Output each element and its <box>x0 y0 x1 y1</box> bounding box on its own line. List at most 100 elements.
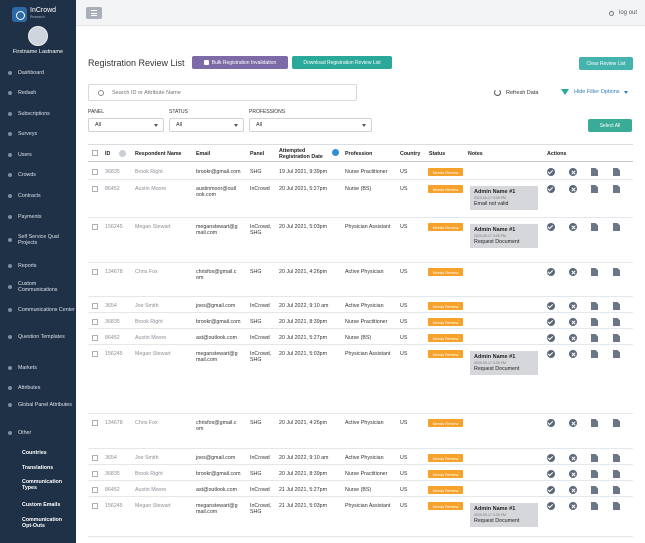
document-icon[interactable] <box>591 454 598 462</box>
reject-icon[interactable] <box>569 419 577 427</box>
sidebar-item[interactable]: Communications Center <box>8 307 75 313</box>
row-checkbox[interactable] <box>92 269 98 275</box>
cell-respondent-name[interactable]: Megan Stewart <box>135 503 171 509</box>
sidebar-item[interactable]: Dashboard <box>8 70 44 76</box>
document-icon[interactable] <box>591 302 598 310</box>
sidebar-item[interactable]: Payments <box>8 214 42 220</box>
row-checkbox[interactable] <box>92 471 98 477</box>
approve-icon[interactable] <box>547 268 555 276</box>
select-all-button[interactable]: Select All <box>588 119 632 132</box>
document-view-icon[interactable] <box>613 350 620 358</box>
column-profession[interactable]: Profession <box>345 151 373 157</box>
approve-icon[interactable] <box>547 334 555 342</box>
approve-icon[interactable] <box>547 454 555 462</box>
sidebar-item[interactable]: Custom Communications <box>8 281 76 293</box>
document-icon[interactable] <box>591 168 598 176</box>
document-view-icon[interactable] <box>613 318 620 326</box>
search-input[interactable] <box>112 89 352 96</box>
avatar[interactable] <box>28 26 48 46</box>
document-view-icon[interactable] <box>613 334 620 342</box>
row-checkbox[interactable] <box>92 351 98 357</box>
sidebar-item[interactable]: Subscriptions <box>8 111 50 117</box>
sidebar-item[interactable]: Question Templates <box>8 334 65 340</box>
sidebar-item[interactable]: Self Service Qual Projects <box>8 234 76 246</box>
column-country[interactable]: Country <box>400 151 421 157</box>
sidebar-subitem[interactable]: Countries <box>22 450 47 456</box>
document-icon[interactable] <box>591 470 598 478</box>
document-icon[interactable] <box>591 318 598 326</box>
column-status[interactable]: Status <box>429 151 446 157</box>
reject-icon[interactable] <box>569 454 577 462</box>
approve-icon[interactable] <box>547 185 555 193</box>
row-checkbox[interactable] <box>92 487 98 493</box>
reject-icon[interactable] <box>569 223 577 231</box>
cell-respondent-name[interactable]: Brook Right <box>135 169 163 175</box>
row-checkbox[interactable] <box>92 503 98 509</box>
sidebar-subitem[interactable]: Communication Types <box>22 479 63 492</box>
sidebar-item[interactable]: Crowds <box>8 172 36 178</box>
document-view-icon[interactable] <box>613 268 620 276</box>
document-icon[interactable] <box>591 334 598 342</box>
reject-icon[interactable] <box>569 486 577 494</box>
document-view-icon[interactable] <box>613 185 620 193</box>
row-checkbox[interactable] <box>92 186 98 192</box>
clear-review-list-button[interactable]: Clear Review List <box>579 57 633 70</box>
row-checkbox[interactable] <box>92 319 98 325</box>
reject-icon[interactable] <box>569 350 577 358</box>
filter-professions-select[interactable]: All <box>249 118 372 132</box>
row-checkbox[interactable] <box>92 420 98 426</box>
row-checkbox[interactable] <box>92 224 98 230</box>
sidebar-item[interactable]: Other <box>8 430 31 436</box>
row-checkbox[interactable] <box>92 335 98 341</box>
filter-panel-select[interactable]: All <box>88 118 164 132</box>
approve-icon[interactable] <box>547 419 555 427</box>
approve-icon[interactable] <box>547 470 555 478</box>
row-checkbox[interactable] <box>92 455 98 461</box>
column-email[interactable]: Email <box>196 151 211 157</box>
document-icon[interactable] <box>591 486 598 494</box>
document-icon[interactable] <box>591 502 598 510</box>
reject-icon[interactable] <box>569 334 577 342</box>
document-icon[interactable] <box>591 268 598 276</box>
column-attempted-registration-date[interactable]: Attempted Registration Date <box>279 148 323 160</box>
document-view-icon[interactable] <box>613 454 620 462</box>
reject-icon[interactable] <box>569 185 577 193</box>
sidebar-item[interactable]: Attributes <box>8 385 40 391</box>
cell-respondent-name[interactable]: Chris Fox <box>135 420 158 426</box>
approve-icon[interactable] <box>547 486 555 494</box>
bulk-invalidation-button[interactable]: Bulk Registration Invalidation <box>192 56 288 69</box>
sort-desc-icon[interactable] <box>332 149 339 156</box>
cell-respondent-name[interactable]: Megan Stewart <box>135 351 171 357</box>
sidebar-item[interactable]: Surveys <box>8 131 37 137</box>
row-checkbox[interactable] <box>92 303 98 309</box>
cell-respondent-name[interactable]: Austin Moore <box>135 335 167 341</box>
column-panel[interactable]: Panel <box>250 151 265 157</box>
download-list-button[interactable]: Download Registration Review List <box>292 56 392 69</box>
approve-icon[interactable] <box>547 318 555 326</box>
logout-link[interactable]: log out <box>608 10 637 16</box>
cell-respondent-name[interactable]: Brook Right <box>135 319 163 325</box>
approve-icon[interactable] <box>547 302 555 310</box>
refresh-data-button[interactable]: Refresh Data <box>494 89 538 96</box>
sidebar-item[interactable]: Contracts <box>8 193 41 199</box>
document-icon[interactable] <box>591 350 598 358</box>
approve-icon[interactable] <box>547 223 555 231</box>
cell-respondent-name[interactable]: Megan Stewart <box>135 224 171 230</box>
filter-status-select[interactable]: All <box>169 118 244 132</box>
document-view-icon[interactable] <box>613 470 620 478</box>
column-respondent-name[interactable]: Respondent Name <box>135 151 182 157</box>
document-icon[interactable] <box>591 185 598 193</box>
sidebar-item[interactable]: Global Panel Attributes <box>8 402 72 408</box>
column-id[interactable]: ID <box>105 151 111 157</box>
sidebar-item[interactable]: Redash <box>8 90 36 96</box>
reject-icon[interactable] <box>569 318 577 326</box>
cell-respondent-name[interactable]: Joe Smith <box>135 455 159 461</box>
menu-toggle-button[interactable] <box>86 7 102 19</box>
document-icon[interactable] <box>591 419 598 427</box>
document-view-icon[interactable] <box>613 168 620 176</box>
cell-respondent-name[interactable]: Austin Moore <box>135 186 167 192</box>
approve-icon[interactable] <box>547 502 555 510</box>
document-view-icon[interactable] <box>613 486 620 494</box>
document-view-icon[interactable] <box>613 419 620 427</box>
cell-respondent-name[interactable]: Joe Smith <box>135 303 159 309</box>
